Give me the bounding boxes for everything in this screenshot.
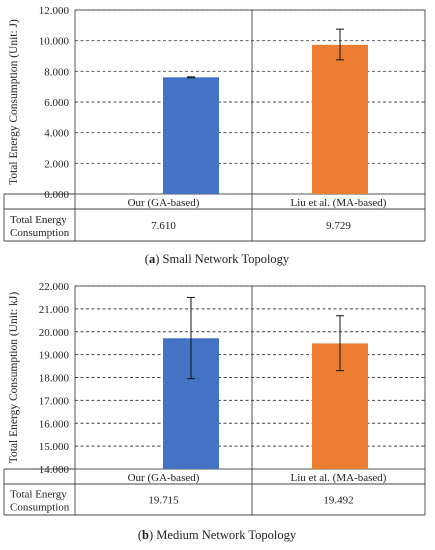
y-tick-label: 17.000	[39, 395, 70, 407]
y-tick-label: 6.000	[44, 97, 69, 109]
chart-a: 0.000 2.000 4.000 6.000 8.000 10.000 12.000 Our…	[3, 5, 426, 266]
chart-caption: (b) Medium Network Topology	[138, 528, 297, 542]
y-axis-label: Total Energy Consumption (Unit: kJ)	[8, 292, 20, 464]
y-tick-label: 22.000	[39, 281, 70, 293]
plot-area	[74, 285, 426, 470]
table-value: 9.729	[326, 220, 351, 232]
y-tick-label: 21.000	[39, 304, 70, 316]
chart-caption: (a) Small Network Topology	[145, 252, 290, 266]
y-tick-label: 18.000	[39, 373, 70, 385]
y-tick-label: 8.000	[44, 66, 69, 78]
y-tick-label: 0.000	[44, 189, 69, 201]
table-value: 19.715	[148, 495, 179, 507]
y-tick-label: 19.000	[39, 350, 70, 362]
table-value: 7.610	[151, 220, 176, 232]
category-label: Our (GA-based)	[128, 197, 200, 209]
y-tick-label: 16.000	[39, 418, 70, 430]
category-label: Our (GA-based)	[128, 472, 200, 484]
y-tick-label: 10.000	[39, 36, 70, 48]
y-tick-label: 12.000	[39, 5, 70, 17]
y-tick-label: 14.000	[39, 464, 70, 476]
table-row-label: Total Energy Consumption	[10, 489, 70, 514]
y-tick-label: 15.000	[39, 441, 70, 453]
y-tick-label: 2.000	[44, 158, 69, 170]
category-label: Liu et al. (MA-based)	[291, 197, 387, 209]
y-tick-label: 4.000	[44, 128, 69, 140]
chart-b: 14.000 15.000 16.000 17.000 18.000 19.000 20.0…	[3, 281, 426, 542]
y-tick-label: 20.000	[39, 327, 70, 339]
bar-liu	[312, 44, 368, 195]
table-value: 19.492	[323, 495, 353, 507]
plot-area	[74, 9, 426, 195]
bar-our	[163, 77, 219, 194]
table-row-label: Total Energy Consumption	[10, 214, 70, 239]
category-label: Liu et al. (MA-based)	[291, 472, 387, 484]
y-axis-label: Total Energy Consumption (Unit: J)	[8, 19, 20, 185]
